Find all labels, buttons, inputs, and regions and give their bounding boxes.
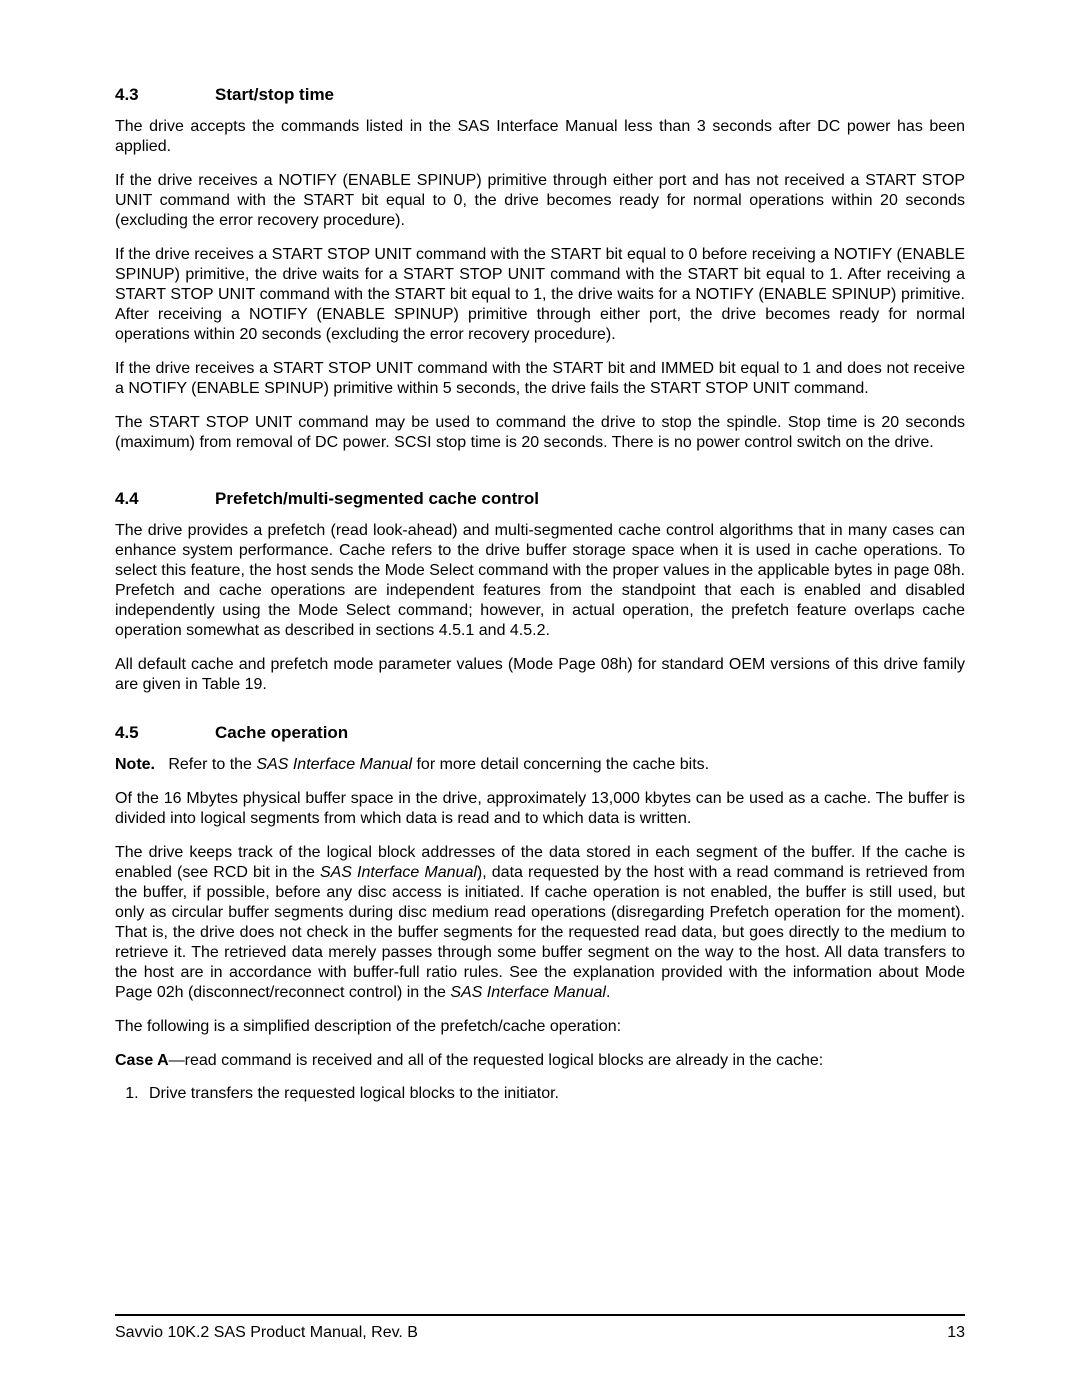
note-line: Note. Refer to the SAS Interface Manual … xyxy=(115,755,965,775)
section-heading-4-5: 4.5Cache operation xyxy=(115,723,965,743)
body-paragraph: Of the 16 Mbytes physical buffer space i… xyxy=(115,789,965,829)
body-paragraph: The following is a simplified descriptio… xyxy=(115,1017,965,1037)
note-text-post: for more detail concerning the cache bit… xyxy=(412,756,709,773)
body-paragraph: If the drive receives a NOTIFY (ENABLE S… xyxy=(115,171,965,231)
text-run: . xyxy=(606,984,610,1001)
text-run-italic: SAS Interface Manual xyxy=(450,984,606,1001)
section-heading-4-4: 4.4Prefetch/multi-segmented cache contro… xyxy=(115,489,965,509)
body-paragraph: The drive provides a prefetch (read look… xyxy=(115,521,965,641)
section-number: 4.3 xyxy=(115,85,215,105)
footer-right: 13 xyxy=(947,1324,965,1342)
body-paragraph: The drive accepts the commands listed in… xyxy=(115,117,965,157)
section-title: Prefetch/multi-segmented cache control xyxy=(215,489,539,508)
list-item: Drive transfers the requested logical bl… xyxy=(143,1085,965,1103)
section-heading-4-3: 4.3Start/stop time xyxy=(115,85,965,105)
section-title: Cache operation xyxy=(215,723,348,742)
case-line: Case A—read command is received and all … xyxy=(115,1051,965,1071)
section-title: Start/stop time xyxy=(215,85,334,104)
section-number: 4.4 xyxy=(115,489,215,509)
text-run: ), data requested by the host with a rea… xyxy=(115,864,965,1001)
page-footer: Savvio 10K.2 SAS Product Manual, Rev. B … xyxy=(115,1314,965,1342)
body-paragraph: The drive keeps track of the logical blo… xyxy=(115,843,965,1003)
section-number: 4.5 xyxy=(115,723,215,743)
body-paragraph: The START STOP UNIT command may be used … xyxy=(115,413,965,453)
note-label: Note. xyxy=(115,756,155,773)
note-text-italic: SAS Interface Manual xyxy=(256,756,412,773)
body-paragraph: All default cache and prefetch mode para… xyxy=(115,655,965,695)
case-label: Case A xyxy=(115,1052,169,1069)
ordered-list: Drive transfers the requested logical bl… xyxy=(115,1085,965,1103)
document-page: 4.3Start/stop time The drive accepts the… xyxy=(0,0,1080,1397)
body-paragraph: If the drive receives a START STOP UNIT … xyxy=(115,359,965,399)
footer-left: Savvio 10K.2 SAS Product Manual, Rev. B xyxy=(115,1324,418,1342)
body-paragraph: If the drive receives a START STOP UNIT … xyxy=(115,245,965,345)
note-text-pre: Refer to the xyxy=(168,756,256,773)
text-run-italic: SAS Interface Manual xyxy=(320,864,477,881)
case-text: —read command is received and all of the… xyxy=(169,1052,824,1069)
